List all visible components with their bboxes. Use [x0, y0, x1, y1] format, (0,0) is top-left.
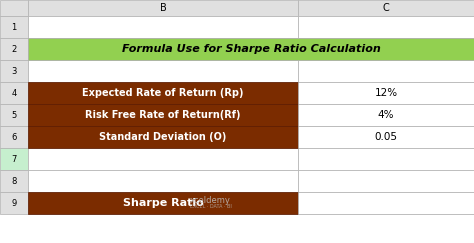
Text: Formula Use for Sharpe Ratio Calculation: Formula Use for Sharpe Ratio Calculation: [122, 44, 380, 54]
Text: Expected Rate of Return (Rp): Expected Rate of Return (Rp): [82, 88, 244, 98]
Text: Risk Free Rate of Return(Rf): Risk Free Rate of Return(Rf): [85, 110, 241, 120]
Bar: [298, 126, 474, 148]
Text: xceldemy: xceldemy: [190, 196, 231, 205]
Bar: [0, 82, 28, 104]
Text: 12%: 12%: [374, 88, 398, 98]
Bar: [298, 192, 474, 214]
Bar: [298, 82, 474, 104]
Text: 0.05: 0.05: [374, 132, 398, 142]
Bar: [0, 126, 28, 148]
Bar: [28, 82, 298, 104]
Text: 2: 2: [11, 44, 17, 53]
Text: 5: 5: [11, 111, 17, 120]
Bar: [28, 192, 298, 214]
Bar: [0, 0, 28, 16]
Bar: [28, 104, 298, 126]
Bar: [298, 148, 474, 170]
Text: Sharpe Ratio: Sharpe Ratio: [123, 198, 203, 208]
Bar: [28, 16, 298, 38]
Text: 9: 9: [11, 199, 17, 208]
Text: EXCEL · DATA · BI: EXCEL · DATA · BI: [190, 204, 232, 209]
Bar: [0, 170, 28, 192]
Text: Standard Deviation (O): Standard Deviation (O): [100, 132, 227, 142]
Bar: [298, 60, 474, 82]
Bar: [28, 38, 298, 60]
Bar: [298, 192, 474, 214]
Bar: [28, 148, 298, 170]
Bar: [0, 192, 28, 214]
Bar: [28, 104, 298, 126]
Bar: [298, 104, 474, 126]
Bar: [28, 38, 474, 60]
Bar: [298, 170, 474, 192]
Bar: [0, 104, 28, 126]
Text: 6: 6: [11, 132, 17, 141]
Bar: [0, 16, 28, 38]
Text: 4%: 4%: [378, 110, 394, 120]
Bar: [298, 38, 474, 60]
Text: 3: 3: [11, 67, 17, 76]
Bar: [0, 38, 28, 60]
Bar: [298, 16, 474, 38]
Bar: [28, 192, 298, 214]
Bar: [28, 60, 298, 82]
Bar: [28, 126, 298, 148]
Text: 7: 7: [11, 155, 17, 164]
Bar: [28, 126, 298, 148]
Bar: [298, 104, 474, 126]
Text: 8: 8: [11, 176, 17, 185]
Bar: [28, 0, 298, 16]
Text: B: B: [160, 3, 166, 13]
Text: 4: 4: [11, 88, 17, 97]
Bar: [28, 82, 298, 104]
Text: 1: 1: [11, 23, 17, 32]
Bar: [298, 126, 474, 148]
Text: C: C: [383, 3, 389, 13]
Bar: [0, 60, 28, 82]
Bar: [298, 0, 474, 16]
Bar: [0, 148, 28, 170]
Bar: [298, 82, 474, 104]
Bar: [28, 170, 298, 192]
